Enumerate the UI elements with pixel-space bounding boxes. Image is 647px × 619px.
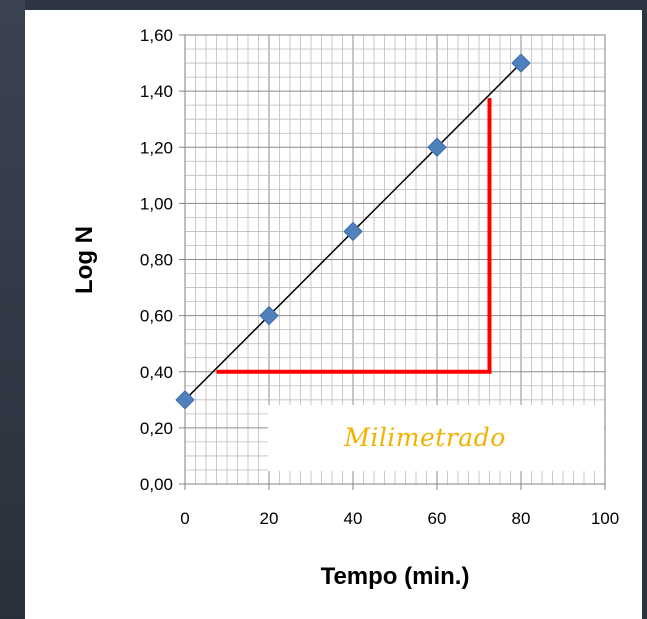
data-point <box>259 305 279 326</box>
y-tick-label: 0,20 <box>140 419 173 438</box>
x-tick-label: 0 <box>180 509 189 528</box>
x-tick-label: 80 <box>512 509 531 528</box>
y-axis-ticks: 0,00 0,20 0,40 0,60 0,80 1,00 1,20 1,40 1,60 <box>140 26 185 494</box>
x-tick-label: 100 <box>591 509 619 528</box>
y-tick-label: 0,40 <box>140 363 173 382</box>
slide-left-band <box>0 0 25 619</box>
y-tick-label: 1,40 <box>140 82 173 101</box>
y-tick-label: 1,60 <box>140 26 173 45</box>
x-axis-ticks: 0 20 40 60 80 100 <box>180 484 619 528</box>
y-tick-label: 0,80 <box>140 251 173 270</box>
x-tick-label: 60 <box>428 509 447 528</box>
y-tick-label: 0,60 <box>140 307 173 326</box>
annotation-label: Milimetrado <box>343 423 506 452</box>
y-axis-title: Log N <box>71 226 98 294</box>
data-points <box>175 53 531 410</box>
chart-card <box>25 10 642 619</box>
data-point <box>511 53 531 73</box>
x-tick-label: 20 <box>260 509 279 528</box>
y-tick-label: 0,00 <box>140 475 173 494</box>
y-tick-label: 1,20 <box>140 138 173 157</box>
x-tick-label: 40 <box>344 509 363 528</box>
data-point <box>427 137 447 157</box>
slope-triangle <box>216 98 492 374</box>
data-point <box>175 390 195 410</box>
x-axis-title: Tempo (min.) <box>321 563 470 590</box>
annotation-box <box>268 405 604 471</box>
y-tick-label: 1,00 <box>140 194 173 213</box>
data-point <box>343 221 363 242</box>
